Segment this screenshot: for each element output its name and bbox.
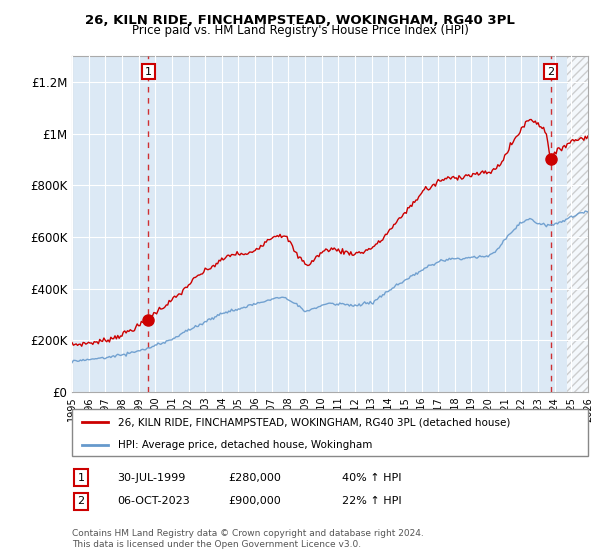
Text: 1: 1 [145,67,152,77]
Text: 06-OCT-2023: 06-OCT-2023 [117,496,190,506]
Text: 40% ↑ HPI: 40% ↑ HPI [342,473,401,483]
Text: Price paid vs. HM Land Registry's House Price Index (HPI): Price paid vs. HM Land Registry's House … [131,24,469,36]
Text: 1: 1 [77,473,85,483]
Text: 2: 2 [77,496,85,506]
Text: 26, KILN RIDE, FINCHAMPSTEAD, WOKINGHAM, RG40 3PL (detached house): 26, KILN RIDE, FINCHAMPSTEAD, WOKINGHAM,… [118,417,511,427]
Text: 30-JUL-1999: 30-JUL-1999 [117,473,185,483]
Bar [567,56,588,392]
FancyBboxPatch shape [72,409,588,456]
Text: £280,000: £280,000 [228,473,281,483]
Text: 26, KILN RIDE, FINCHAMPSTEAD, WOKINGHAM, RG40 3PL: 26, KILN RIDE, FINCHAMPSTEAD, WOKINGHAM,… [85,14,515,27]
Text: 2: 2 [547,67,554,77]
Text: 22% ↑ HPI: 22% ↑ HPI [342,496,401,506]
Text: £900,000: £900,000 [228,496,281,506]
Text: HPI: Average price, detached house, Wokingham: HPI: Average price, detached house, Woki… [118,440,373,450]
Text: Contains HM Land Registry data © Crown copyright and database right 2024.
This d: Contains HM Land Registry data © Crown c… [72,529,424,549]
